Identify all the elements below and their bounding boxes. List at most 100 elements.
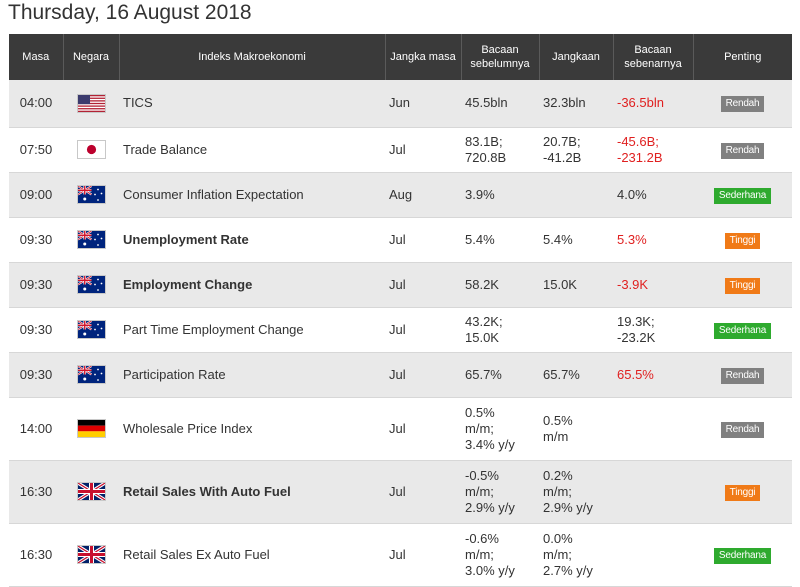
forecast-value: 15.0K [539,262,613,308]
country-flag-cell [63,127,119,173]
event-period: Jun [385,80,461,128]
au-flag-icon [76,230,106,249]
table-row[interactable]: 16:30 Retail Sales With Auto Fuel Jul -0.5%… [9,460,792,524]
us-flag-icon [76,93,106,113]
column-header-actual[interactable]: Bacaan sebenarnya [613,34,694,80]
au-flag-icon [76,275,106,294]
actual-value: 65.5% [613,352,693,398]
column-header-previous[interactable]: Bacaan sebelumnya [461,34,540,80]
importance-badge: Rendah [720,421,765,438]
importance-cell: Tinggi [693,217,792,263]
event-name[interactable]: Retail Sales With Auto Fuel [119,460,385,524]
column-header-forecast[interactable]: Jangkaan [539,34,614,80]
country-flag-cell [63,307,119,353]
table-row[interactable]: 04:00 TICS Jun 45.5bln 32.3bln -36.5bln Rendah [9,80,792,128]
au-flag-icon [76,365,106,384]
country-flag-cell [63,523,119,587]
event-period: Jul [385,307,461,353]
previous-value: 5.4% [461,217,539,263]
actual-value: -45.6B; -231.2B [613,127,693,173]
actual-value [613,397,693,461]
importance-badge: Sederhana [713,187,772,204]
previous-value: 58.2K [461,262,539,308]
column-header-importance[interactable]: Penting [693,34,792,80]
actual-value: -3.9K [613,262,693,308]
event-period: Jul [385,127,461,173]
column-header-period[interactable]: Jangka masa [385,34,462,80]
event-name[interactable]: Unemployment Rate [119,217,385,263]
event-time: 09:30 [9,262,63,308]
event-time: 16:30 [9,523,63,587]
table-row[interactable]: 09:30 Unemployment Rate Jul 5.4% 5.4% 5.3% Tin… [9,217,792,263]
previous-value: 0.5% m/m; 3.4% y/y [461,397,539,461]
event-time: 16:30 [9,460,63,524]
previous-value: 45.5bln [461,80,539,128]
country-flag-cell [63,262,119,308]
importance-badge: Sederhana [713,322,772,339]
event-period: Jul [385,262,461,308]
importance-badge: Tinggi [724,232,761,249]
event-period: Jul [385,397,461,461]
forecast-value: 32.3bln [539,80,613,128]
column-header-country[interactable]: Negara [63,34,120,80]
importance-badge: Tinggi [724,484,761,501]
importance-badge: Sederhana [713,547,772,564]
page-title: Thursday, 16 August 2018 [8,1,252,24]
forecast-value: 0.5% m/m [539,397,613,461]
importance-cell: Rendah [693,397,792,461]
country-flag-cell [63,460,119,524]
importance-badge: Rendah [720,96,765,113]
previous-value: -0.6% m/m; 3.0% y/y [461,523,539,587]
event-period: Jul [385,352,461,398]
previous-value: 3.9% [461,172,539,218]
column-header-event[interactable]: Indeks Makroekonomi [119,34,386,80]
column-header-time[interactable]: Masa [9,34,64,80]
table-row[interactable]: 09:00 Consumer Inflation Expectation Aug 3.… [9,172,792,218]
table-row[interactable]: 09:30 Employment Change Jul 58.2K 15.0K -3.9K… [9,262,792,308]
table-row[interactable]: 14:00 Wholesale Price Index Jul 0.5% m/m; 3.4… [9,397,792,461]
event-name[interactable]: Retail Sales Ex Auto Fuel [119,523,385,587]
country-flag-cell [63,352,119,398]
gb-flag-icon [76,545,106,564]
importance-badge: Rendah [720,367,765,384]
previous-value: 83.1B; 720.8B [461,127,539,173]
table-row[interactable]: 16:30 Retail Sales Ex Auto Fuel Jul -0.6% m/… [9,523,792,587]
forecast-value [539,307,613,353]
importance-cell: Rendah [693,80,792,128]
economic-calendar-table: Masa Negara Indeks Makroekonomi Jangka m… [9,34,792,587]
country-flag-cell [63,217,119,263]
actual-value [613,460,693,524]
event-period: Jul [385,217,461,263]
previous-value: 65.7% [461,352,539,398]
actual-value: 19.3K; -23.2K [613,307,693,353]
forecast-value: 20.7B; -41.2B [539,127,613,173]
actual-value: -36.5bln [613,80,693,128]
table-row[interactable]: 09:30 Participation Rate Jul 65.7% 65.7% 65.5… [9,352,792,398]
importance-cell: Sederhana [693,172,792,218]
country-flag-cell [63,172,119,218]
importance-badge: Tinggi [724,277,761,294]
event-name[interactable]: TICS [119,80,385,128]
event-time: 04:00 [9,80,63,128]
au-flag-icon [76,320,106,339]
table-header-row: Masa Negara Indeks Makroekonomi Jangka m… [9,34,792,80]
country-flag-cell [63,397,119,461]
table-row[interactable]: 07:50 Trade Balance Jul 83.1B; 720.8B 20.7B; -… [9,127,792,173]
forecast-value: 65.7% [539,352,613,398]
event-period: Aug [385,172,461,218]
event-name[interactable]: Employment Change [119,262,385,308]
country-flag-cell [63,80,119,128]
event-name[interactable]: Consumer Inflation Expectation [119,172,385,218]
forecast-value: 0.0% m/m; 2.7% y/y [539,523,613,587]
jp-flag-icon [76,140,106,159]
forecast-value [539,172,613,218]
event-name[interactable]: Part Time Employment Change [119,307,385,353]
event-period: Jul [385,523,461,587]
importance-cell: Rendah [693,127,792,173]
event-name[interactable]: Wholesale Price Index [119,397,385,461]
actual-value: 4.0% [613,172,693,218]
event-name[interactable]: Trade Balance [119,127,385,173]
event-name[interactable]: Participation Rate [119,352,385,398]
actual-value: 5.3% [613,217,693,263]
table-row[interactable]: 09:30 Part Time Employment Change Jul 43.2K… [9,307,792,353]
